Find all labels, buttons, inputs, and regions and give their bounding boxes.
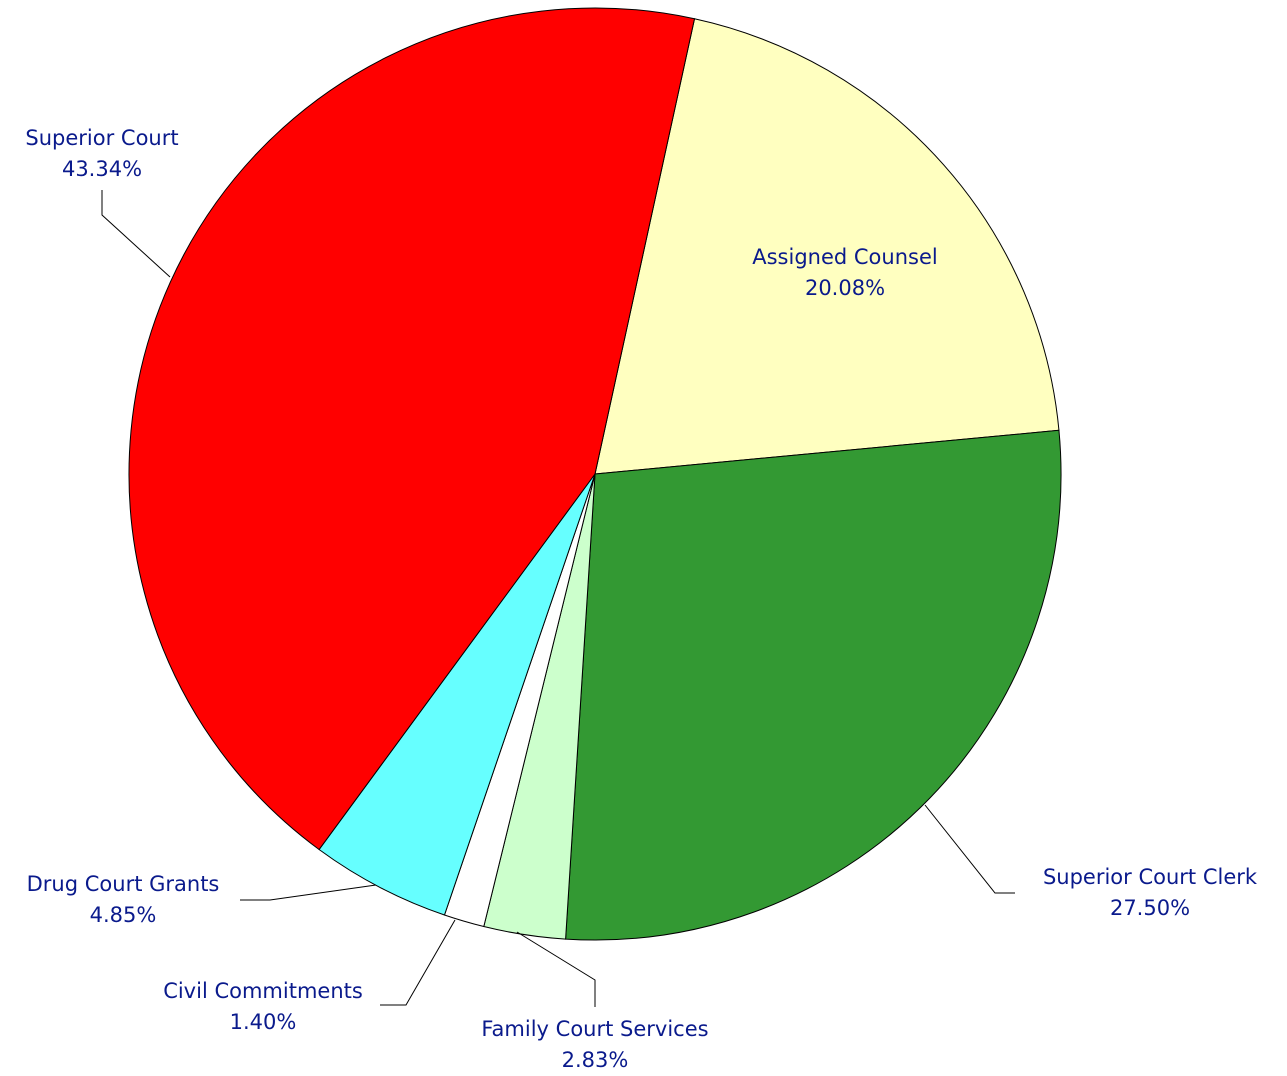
slice-value-family-court-services: 2.83%: [562, 1048, 629, 1072]
slice-value-superior-court: 43.34%: [62, 157, 142, 181]
slice-label-drug-court-grants: Drug Court Grants: [27, 872, 220, 896]
slice-value-superior-court-clerk: 27.50%: [1110, 896, 1190, 920]
pie-slice-superior-court-clerk: [565, 429, 1062, 941]
pie-slice-assigned-counsel: [594, 18, 1060, 475]
pie-slice-superior-court: [128, 7, 696, 851]
leader-line-superior-court-clerk: [924, 804, 1015, 894]
slice-labels: Assigned Counsel 20.08% Superior Court Cle…: [25, 126, 1257, 1072]
slice-value-assigned-counsel: 20.08%: [805, 276, 885, 300]
slice-label-assigned-counsel: Assigned Counsel: [752, 245, 937, 269]
leader-line-drug-court-grants: [240, 884, 377, 901]
slice-value-civil-commitments: 1.40%: [230, 1010, 297, 1034]
leader-line-civil-commitments: [380, 919, 456, 1006]
pie-slices: [128, 7, 1062, 941]
slice-label-superior-court: Superior Court: [25, 126, 178, 150]
slice-label-family-court-services: Family Court Services: [481, 1017, 708, 1041]
slice-label-superior-court-clerk: Superior Court Clerk: [1043, 865, 1258, 889]
slice-value-drug-court-grants: 4.85%: [90, 903, 157, 927]
leader-line-superior-court: [101, 190, 171, 278]
leader-lines: [101, 190, 1015, 1007]
slice-label-civil-commitments: Civil Commitments: [163, 979, 363, 1003]
leader-line-family-court-services: [516, 931, 596, 1007]
